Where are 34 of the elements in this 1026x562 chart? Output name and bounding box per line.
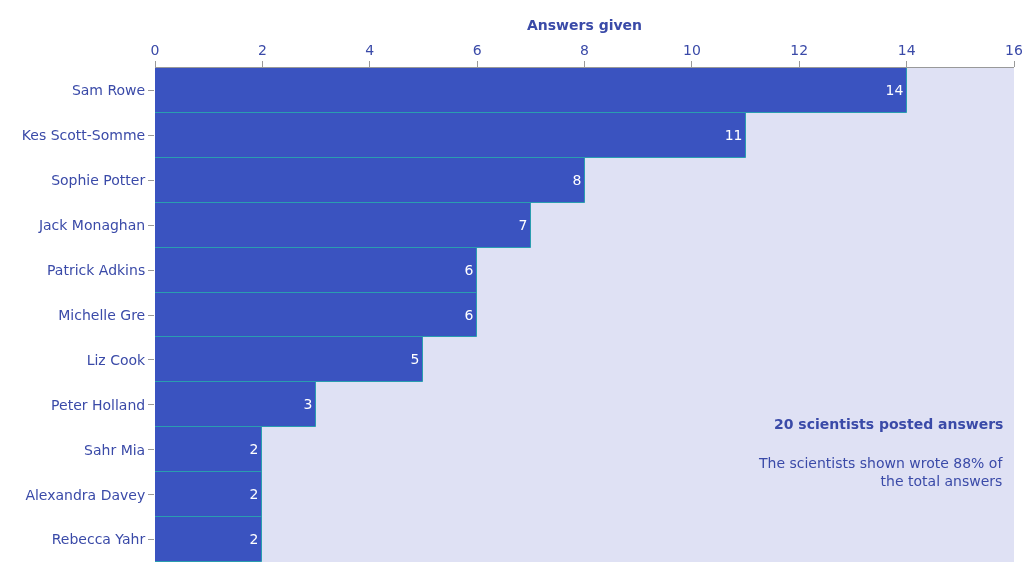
y-tick-label: Alexandra Davey (25, 486, 146, 503)
x-tick-label: 16 (1005, 42, 1023, 59)
data-label: 14 (885, 82, 904, 98)
y-tick-label: Rebecca Yahr (51, 531, 146, 548)
data-label: 6 (464, 306, 474, 323)
data-label: 3 (303, 396, 313, 412)
data-label: 2 (249, 531, 259, 547)
y-tick-label: Patrick Adkins (47, 261, 146, 278)
data-label: 11 (724, 127, 743, 143)
x-tick-label: 12 (790, 42, 809, 59)
x-axis-title: Answers given (526, 17, 643, 33)
annotation: 20 scientists posted answers (774, 416, 1004, 432)
data-label: 2 (249, 486, 259, 502)
y-tick-label: Peter Holland (51, 396, 146, 413)
x-tick-label: 2 (257, 42, 267, 59)
data-label: 2 (249, 441, 259, 457)
x-tick-label: 6 (472, 42, 482, 59)
y-tick-label: Kes Scott-Somme (21, 127, 146, 144)
x-tick-label: 0 (150, 42, 160, 59)
y-tick-label: Jack Monaghan (37, 217, 146, 234)
data-label: 5 (410, 351, 420, 367)
y-tick-label: Sam Rowe (71, 82, 146, 99)
x-tick-label: 8 (580, 42, 589, 59)
data-label: 6 (464, 262, 474, 278)
x-tick-label: 14 (897, 42, 916, 59)
data-label: 7 (518, 217, 528, 233)
y-tick-label: Liz Cook (86, 351, 147, 368)
annotation: The scientists shown wrote 88% of the total answers (758, 455, 1004, 490)
x-tick-label: 10 (682, 42, 701, 59)
y-tick-label: Sahr Mia (84, 441, 146, 458)
y-tick-label: Michelle Gre (58, 306, 146, 323)
y-tick-label: Sophie Potter (51, 172, 146, 189)
data-label: 8 (572, 172, 582, 188)
x-tick-label: 4 (365, 42, 375, 59)
